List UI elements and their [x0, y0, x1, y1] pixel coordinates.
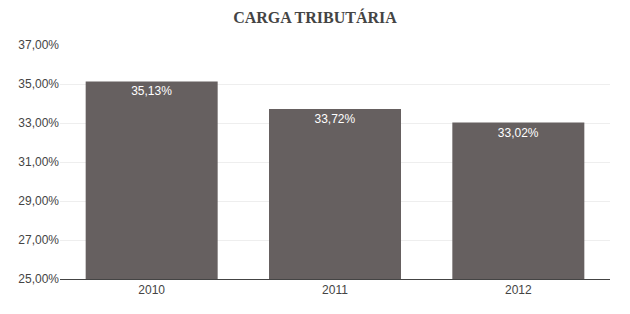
- svg-text:37,00%: 37,00%: [18, 38, 59, 52]
- svg-text:35,13%: 35,13%: [131, 84, 172, 98]
- svg-text:33,00%: 33,00%: [18, 116, 59, 130]
- svg-text:33,02%: 33,02%: [498, 126, 539, 140]
- svg-text:2012: 2012: [505, 283, 532, 297]
- svg-text:25,00%: 25,00%: [18, 272, 59, 286]
- svg-text:33,72%: 33,72%: [314, 112, 355, 126]
- svg-text:CARGA TRIBUTÁRIA: CARGA TRIBUTÁRIA: [233, 8, 397, 26]
- svg-text:31,00%: 31,00%: [18, 155, 59, 169]
- svg-text:29,00%: 29,00%: [18, 194, 59, 208]
- svg-text:2011: 2011: [322, 283, 348, 297]
- svg-text:27,00%: 27,00%: [18, 233, 59, 247]
- svg-text:2010: 2010: [138, 283, 165, 297]
- svg-text:35,00%: 35,00%: [18, 77, 59, 91]
